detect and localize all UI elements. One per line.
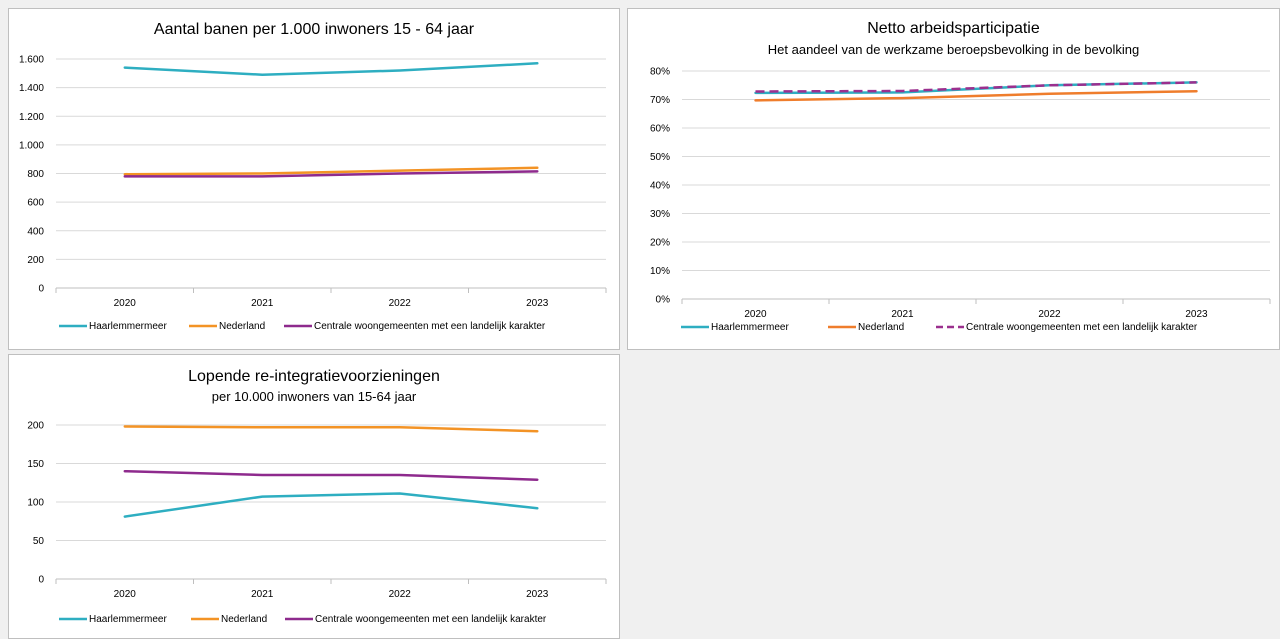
x-tick-label: 2022 [389,298,412,309]
x-tick-label: 2023 [526,589,549,600]
y-tick-label: 200 [27,421,44,432]
y-tick-label: 0 [38,575,44,586]
legend-label-1: Haarlemmermeer [89,614,167,625]
y-tick-label: 200 [27,255,44,266]
chart-panel-reintegratie: Lopende re-integratievoorzieningen per 10… [8,354,620,639]
x-tick-label: 2023 [1185,309,1208,320]
y-tick-label: 100 [27,498,44,509]
y-tick-label: 80% [650,67,670,78]
legend-label-2: Nederland [221,614,267,625]
legend-label-2: Nederland [858,322,904,333]
y-tick-label: 0% [656,295,671,306]
y-tick-label: 1.600 [19,55,44,66]
series-line-2 [754,89,1198,102]
series-line-2 [123,166,539,176]
chart-subtitle: Het aandeel van de werkzame beroepsbevol… [768,42,1139,57]
legend-label-1: Haarlemmermeer [89,321,167,332]
y-tick-label: 70% [650,95,670,106]
y-tick-label: 1.400 [19,83,44,94]
legend-label-2: Nederland [219,321,265,332]
series-line-3 [123,469,539,481]
x-tick-label: 2021 [251,298,274,309]
chart-title: Lopende re-integratievoorzieningen [188,368,440,385]
y-tick-label: 800 [27,169,44,180]
series-line-2 [123,425,539,433]
legend-label-1: Haarlemmermeer [711,322,789,333]
y-tick-label: 20% [650,238,670,249]
x-tick-label: 2023 [526,298,549,309]
x-tick-label: 2022 [389,589,412,600]
x-tick-label: 2020 [744,309,767,320]
y-tick-label: 50% [650,152,670,163]
y-tick-label: 150 [27,459,44,470]
y-tick-label: 1.000 [19,140,44,151]
legend-label-3: Centrale woongemeenten met een landelijk… [966,322,1198,333]
x-tick-label: 2022 [1038,309,1061,320]
x-tick-label: 2020 [114,589,137,600]
chart-arbeidsparticipatie: Netto arbeidsparticipatie Het aandeel van… [650,20,1271,333]
chart-banen: Aantal banen per 1.000 inwoners 15 - 64 … [19,21,607,332]
y-tick-label: 600 [27,198,44,209]
x-tick-label: 2021 [251,589,274,600]
chart-title: Netto arbeidsparticipatie [867,20,1040,37]
chart-panel-arbeidsparticipatie: Netto arbeidsparticipatie Het aandeel van… [627,8,1280,350]
x-tick-label: 2021 [891,309,914,320]
series-line-1 [123,492,539,518]
y-tick-label: 0 [38,284,44,295]
series-line-3 [123,170,539,178]
y-tick-label: 10% [650,266,670,277]
y-tick-label: 40% [650,181,670,192]
x-tick-label: 2020 [114,298,137,309]
series-line-3 [755,81,1197,93]
chart-title: Aantal banen per 1.000 inwoners 15 - 64 … [154,21,475,38]
y-tick-label: 30% [650,209,670,220]
chart-panel-banen: Aantal banen per 1.000 inwoners 15 - 64 … [8,8,620,350]
series-line-1 [123,62,539,76]
y-tick-label: 1.200 [19,112,44,123]
y-tick-label: 60% [650,124,670,135]
y-tick-label: 50 [33,536,45,547]
legend-label-3: Centrale woongemeenten met een landelijk… [314,321,546,332]
y-tick-label: 400 [27,226,44,237]
legend-label-3: Centrale woongemeenten met een landelijk… [315,614,547,625]
chart-subtitle: per 10.000 inwoners van 15-64 jaar [212,389,417,404]
chart-reintegratie: Lopende re-integratievoorzieningen per 10… [27,368,607,625]
